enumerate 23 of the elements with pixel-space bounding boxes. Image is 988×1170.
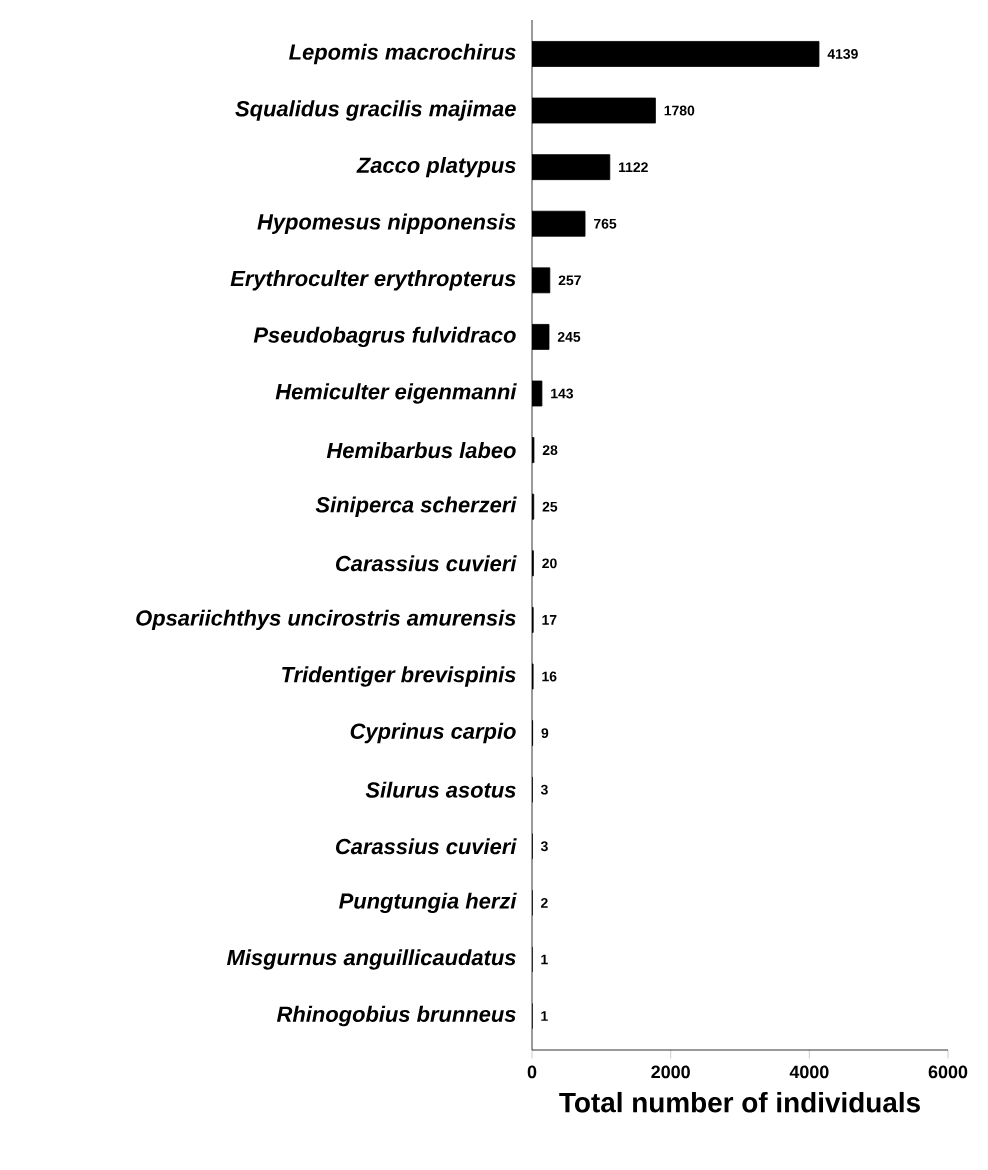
y-tick-label: Rhinogobius brunneus <box>276 1005 516 1027</box>
x-tick-label: 6000 <box>928 1065 968 1079</box>
x-tick-label: 0 <box>527 1065 537 1079</box>
y-tick-label: Zacco platypus <box>356 156 516 178</box>
y-tick-label: Lepomis macrochirus <box>289 43 516 65</box>
y-tick-label: Tridentiger brevispinis <box>282 666 516 687</box>
x-tick-label: 4000 <box>789 1065 829 1079</box>
y-tick-label: Siniperca scherzeri <box>315 496 517 517</box>
y-tick-label: Hemibarbus labeo <box>326 442 516 459</box>
y-tick-label: Erythroculter erythropterus <box>230 270 516 291</box>
y-tick-label: Squalidus gracilis majimae <box>235 100 516 121</box>
x-tick-label: 2000 <box>651 1065 690 1079</box>
y-tick-label: Pseudobagrus fulvidraco <box>253 326 516 348</box>
y-tick-label: Carassius cuvieri <box>335 838 517 855</box>
y-tick-label: Misgurnus anguillicaudatus <box>227 949 516 970</box>
y-tick-label: Cyprinus carpio <box>350 722 516 744</box>
y-tick-label: Opsariichthys uncirostris amurensis <box>136 609 516 631</box>
y-tick-label: Carassius cuvieri <box>335 555 517 572</box>
y-tick-label: Pungtungia herzi <box>339 892 517 914</box>
y-tick-label: Hypomesus nipponensis <box>257 213 516 234</box>
y-tick-label: Hemiculter eigenmanni <box>275 383 517 404</box>
x-axis-title: Total number of individuals <box>559 1091 920 1113</box>
y-tick-label: Silurus asotus <box>365 781 516 798</box>
